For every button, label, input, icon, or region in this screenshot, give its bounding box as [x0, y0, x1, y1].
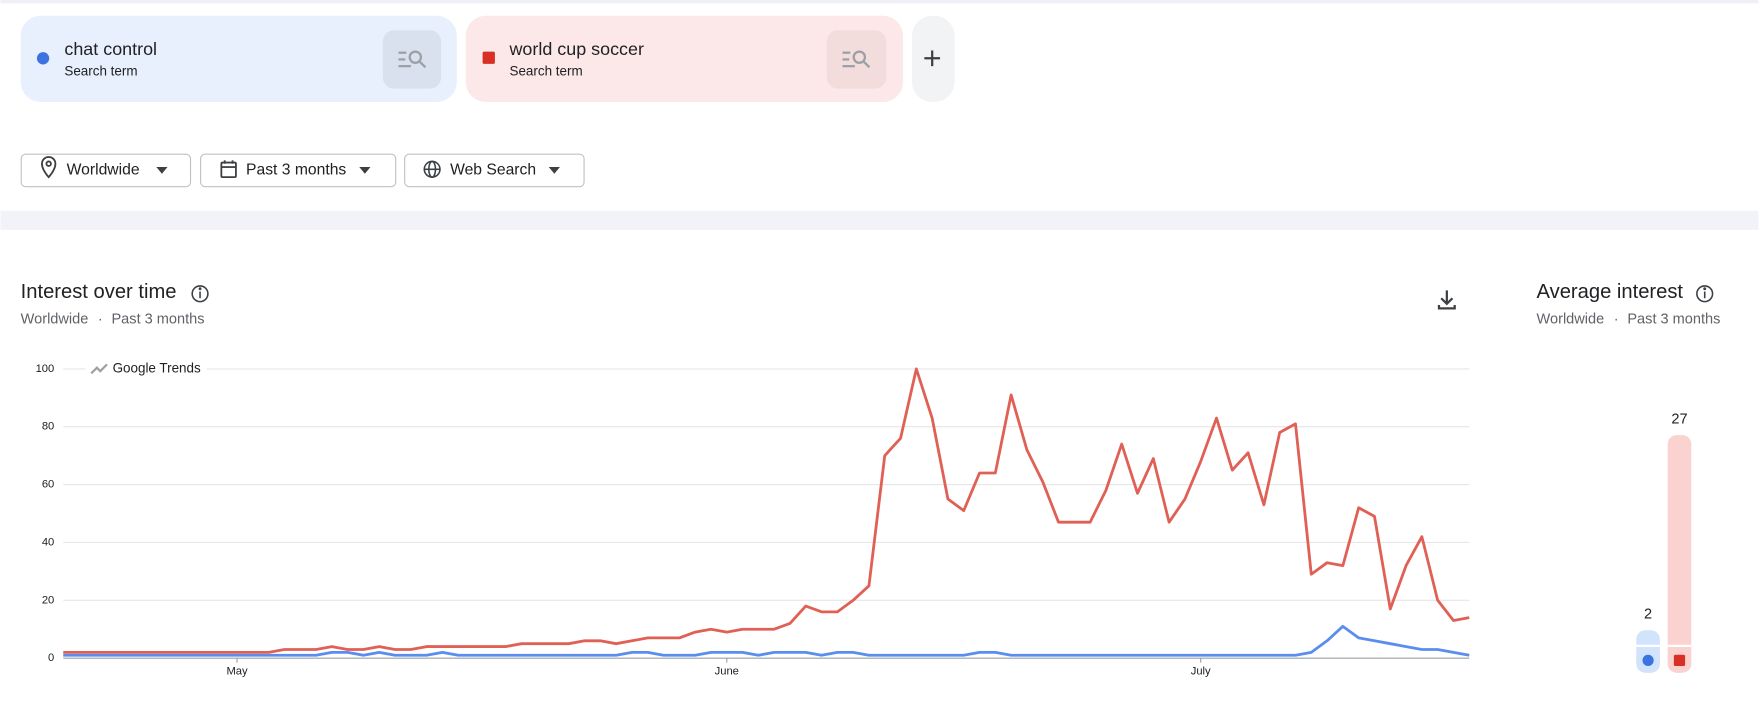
dropdown-arrow — [359, 167, 371, 174]
plus-icon — [924, 50, 941, 67]
series-marker — [1673, 654, 1686, 666]
filter-label: Past 3 months — [246, 162, 346, 179]
search-button[interactable] — [826, 30, 887, 89]
filter-button[interactable] — [20, 153, 192, 188]
series-marker — [1642, 654, 1654, 666]
y-tick-label: 100 — [36, 363, 55, 375]
download-icon[interactable] — [1437, 290, 1456, 310]
term-marker — [482, 51, 495, 64]
search-icon — [398, 50, 427, 69]
y-tick-label: 20 — [42, 594, 54, 606]
plot-area: 0 20 40 60 80 100 Google Trends May June July 2 27 — [36, 359, 1692, 678]
chart-title: Average interest — [1537, 281, 1684, 303]
search-icon — [842, 50, 871, 69]
chart-title: Interest over time — [21, 281, 177, 303]
value-label: 2 — [1644, 606, 1652, 622]
value-label: 27 — [1671, 411, 1687, 427]
chart-subtitle: Worldwide — [21, 311, 89, 327]
series-line — [63, 367, 1470, 654]
y-tick-label: 0 — [48, 652, 54, 664]
dropdown-arrow — [156, 167, 168, 174]
top-border — [0, 0, 1759, 4]
info-icon[interactable] — [1696, 285, 1714, 303]
series-line — [63, 624, 1470, 657]
filter-button[interactable] — [200, 153, 397, 188]
search-button[interactable] — [382, 30, 442, 89]
average-bar — [1667, 435, 1692, 673]
term-label: chat control — [64, 39, 157, 59]
globe-icon — [423, 160, 441, 178]
term-type: Search term — [64, 63, 137, 78]
separator: · — [98, 311, 103, 327]
term-label: world cup soccer — [509, 39, 644, 59]
calendar-icon — [220, 160, 237, 179]
watermark-background — [85, 359, 207, 378]
info-icon[interactable] — [191, 285, 209, 303]
location-icon — [41, 156, 57, 179]
chart-subtitle: Past 3 months — [111, 311, 204, 327]
x-tick-label: May — [226, 666, 248, 678]
y-tick-label: 60 — [42, 479, 54, 491]
section-divider — [0, 210, 1759, 230]
term-chip[interactable] — [465, 15, 904, 103]
y-tick-label: 80 — [42, 421, 54, 433]
separator: · — [1614, 311, 1619, 327]
x-tick-label: June — [715, 666, 739, 678]
x-tick-label: July — [1191, 666, 1211, 678]
y-tick-label: 40 — [42, 536, 54, 548]
watermark: Google Trends — [113, 360, 201, 375]
dropdown-arrow — [548, 167, 560, 174]
chart-subtitle: Worldwide — [1537, 311, 1605, 327]
filter-button[interactable] — [404, 153, 585, 188]
term-marker — [36, 52, 50, 65]
filter-label: Web Search — [450, 162, 536, 179]
term-chip[interactable] — [20, 15, 457, 103]
watermark-icon — [90, 363, 108, 375]
chart-subtitle: Past 3 months — [1627, 311, 1720, 327]
term-type: Search term — [510, 63, 583, 78]
filter-label: Worldwide — [67, 162, 140, 179]
